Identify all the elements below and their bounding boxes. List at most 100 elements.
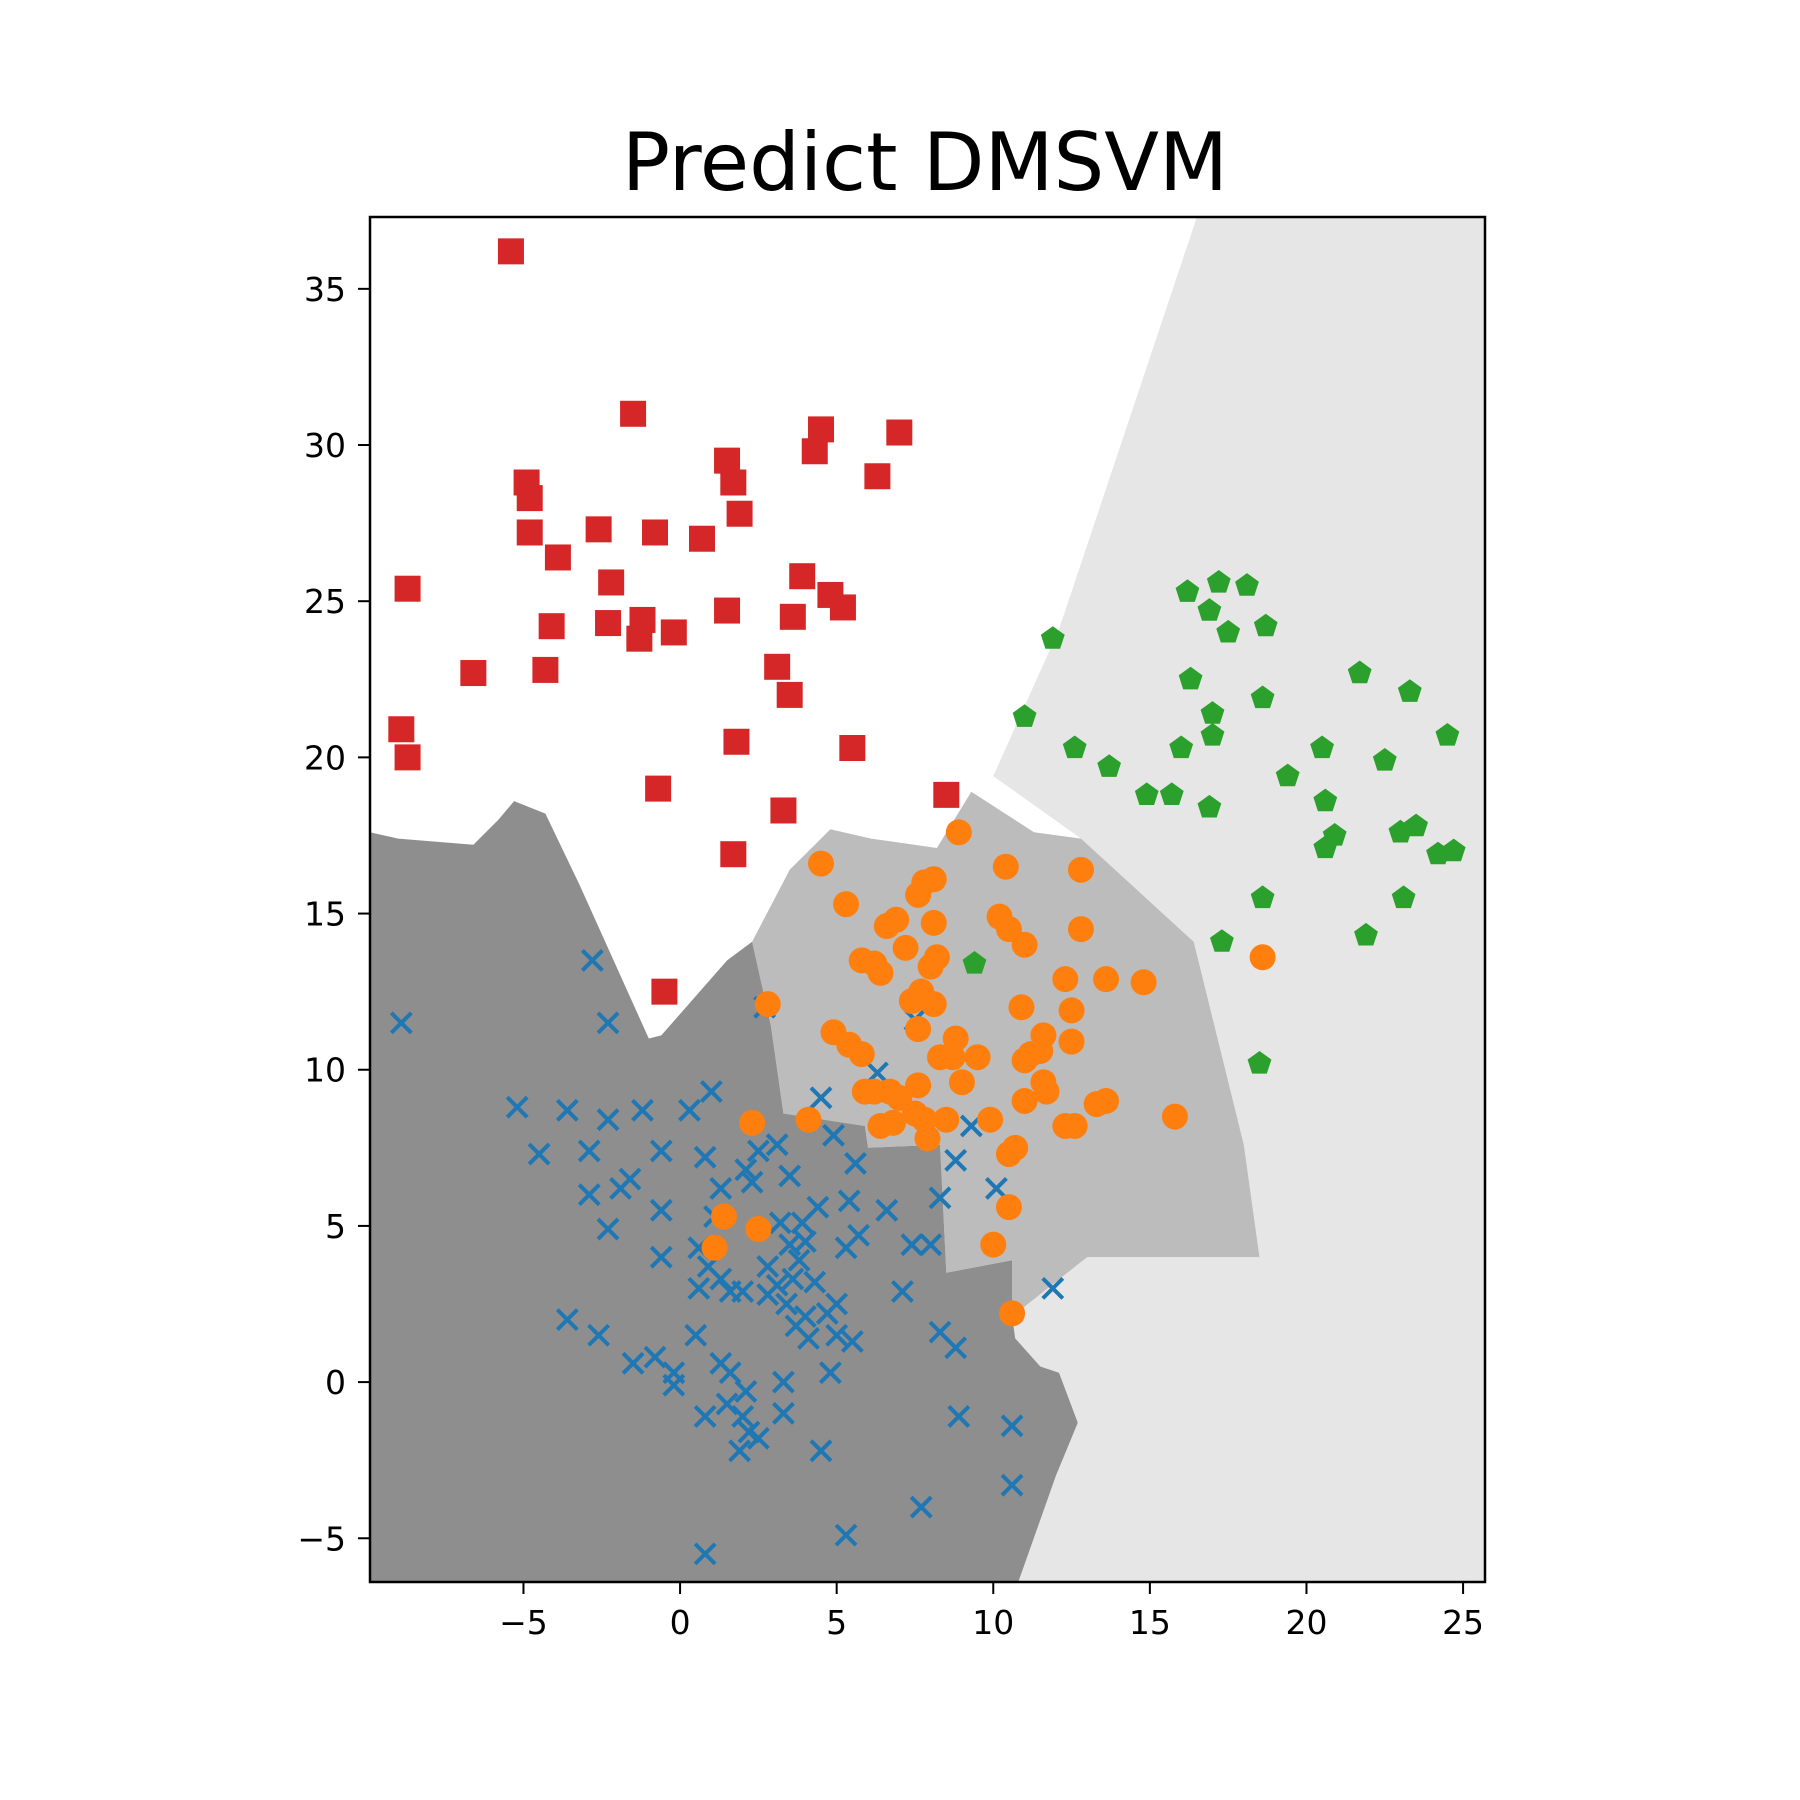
data-point-x xyxy=(709,1267,733,1291)
data-point-pentagon xyxy=(1247,1051,1272,1074)
data-point-square xyxy=(394,575,421,602)
decision-region-1 xyxy=(993,217,1485,1582)
data-point-circle xyxy=(977,1106,1004,1133)
data-point-pentagon xyxy=(1169,735,1194,759)
data-point-x xyxy=(1000,1473,1024,1497)
data-point-x xyxy=(731,1405,755,1428)
data-point-pentagon xyxy=(1040,626,1065,649)
data-point-circle xyxy=(710,1203,737,1230)
data-point-square xyxy=(726,500,753,527)
data-point-x xyxy=(809,1086,833,1110)
data-point-x xyxy=(837,1189,861,1213)
data-point-circle xyxy=(948,1069,975,1096)
data-point-x xyxy=(555,1308,579,1332)
data-point-x xyxy=(649,1139,673,1163)
data-point-x xyxy=(621,1351,645,1375)
data-point-x xyxy=(684,1323,708,1347)
data-point-square xyxy=(497,238,524,265)
data-point-x xyxy=(756,1283,780,1307)
data-point-pentagon xyxy=(1134,782,1159,805)
data-point-pentagon xyxy=(1210,929,1234,952)
data-point-square xyxy=(516,485,543,512)
data-point-square xyxy=(764,653,791,680)
data-point-x xyxy=(687,1276,711,1300)
data-point-x xyxy=(778,1164,802,1188)
data-point-circle xyxy=(883,906,910,933)
data-point-pentagon xyxy=(1206,570,1231,593)
y-axis: −5 0 5 10 15 20 25 30 35 xyxy=(297,270,370,1558)
data-point-square xyxy=(723,728,750,755)
data-point-square xyxy=(645,775,672,802)
x-tick-label: 5 xyxy=(826,1603,847,1642)
data-point-x xyxy=(781,1267,805,1291)
data-point-pentagon xyxy=(1200,701,1225,724)
data-point-x xyxy=(1041,1276,1065,1300)
data-point-circle xyxy=(833,891,860,918)
data-point-pentagon xyxy=(1216,619,1241,643)
data-point-circle xyxy=(914,1125,941,1152)
data-point-x xyxy=(797,1326,820,1350)
data-point-circle xyxy=(754,991,781,1018)
data-point-pentagon xyxy=(1275,763,1300,787)
data-point-circle xyxy=(1011,1087,1038,1114)
data-point-x xyxy=(1000,1414,1024,1438)
data-point-x xyxy=(825,1323,849,1347)
data-point-pentagon xyxy=(1310,735,1334,759)
data-point-x xyxy=(715,1392,739,1416)
y-tick-label: 0 xyxy=(325,1363,346,1402)
data-point-x xyxy=(643,1345,667,1369)
data-point-x xyxy=(928,1186,952,1210)
data-point-x xyxy=(793,1230,817,1253)
data-point-pentagon xyxy=(1391,885,1416,909)
data-point-pentagon xyxy=(1062,735,1087,759)
data-point-x xyxy=(840,1330,864,1353)
data-point-x xyxy=(984,1177,1008,1200)
data-point-circle xyxy=(848,947,875,974)
data-point-x xyxy=(746,1139,770,1163)
data-point-square xyxy=(660,619,687,646)
data-point-pentagon xyxy=(1178,666,1203,690)
data-point-x xyxy=(718,1361,742,1385)
data-point-circle xyxy=(920,866,947,893)
data-point-x xyxy=(389,1011,413,1035)
data-point-circle xyxy=(992,853,1019,880)
data-point-square xyxy=(585,516,612,543)
data-point-circle xyxy=(867,959,894,986)
data-point-circle xyxy=(1058,1028,1085,1055)
data-point-circle xyxy=(995,1141,1022,1168)
y-tick-label: 35 xyxy=(304,270,346,309)
data-point-circle xyxy=(945,819,972,846)
data-point-x xyxy=(746,1426,770,1450)
data-point-x xyxy=(772,1370,795,1394)
data-point-circle xyxy=(1058,997,1085,1024)
data-point-x xyxy=(772,1401,795,1425)
data-point-pentagon xyxy=(1250,885,1275,909)
data-point-x xyxy=(909,1495,933,1519)
data-point-square xyxy=(829,594,856,621)
data-point-pentagon xyxy=(1322,823,1347,846)
data-point-x xyxy=(806,1195,830,1219)
data-point-square xyxy=(714,597,741,624)
data-point-square xyxy=(864,463,891,490)
data-point-square xyxy=(720,469,747,496)
data-point-x xyxy=(580,948,604,972)
data-point-x xyxy=(765,1133,789,1157)
data-point-square xyxy=(720,841,747,868)
data-point-x xyxy=(919,1233,943,1257)
data-point-circle xyxy=(1083,1091,1110,1118)
x-tick-label: −5 xyxy=(499,1603,548,1642)
data-point-circle xyxy=(905,1072,932,1099)
data-point-pentagon xyxy=(1200,723,1225,746)
data-point-square xyxy=(714,447,741,474)
data-point-circle xyxy=(1011,931,1038,958)
data-point-x xyxy=(693,1405,717,1428)
x-tick-label: 10 xyxy=(972,1603,1014,1642)
x-axis: −5 0 5 10 15 20 25 xyxy=(499,1582,1484,1642)
data-point-circle xyxy=(964,1044,991,1071)
data-point-x xyxy=(728,1439,751,1463)
data-point-square xyxy=(886,419,913,446)
data-point-x xyxy=(662,1373,686,1397)
data-point-x xyxy=(577,1183,601,1207)
data-point-x xyxy=(825,1292,849,1316)
data-point-x xyxy=(596,1108,620,1132)
